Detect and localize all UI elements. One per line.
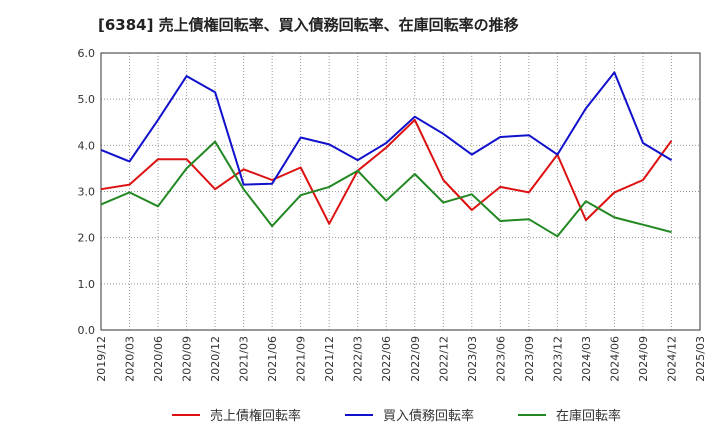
x-tick-label: 2023/12 [551,336,564,382]
x-tick-label: 2020/12 [209,336,222,382]
x-tick-label: 2021/06 [266,336,279,382]
x-tick-label: 2020/03 [124,336,137,382]
plot-frame [100,52,701,331]
y-tick-label: 6.0 [78,47,96,60]
x-tick-label: 2023/06 [494,336,507,382]
series-line-1 [100,118,673,225]
y-tick-label: 3.0 [78,186,96,199]
x-tick-label: 2022/03 [352,336,365,382]
x-tick-label: 2023/09 [523,336,536,382]
legend-label: 売上債権回転率 [210,408,301,424]
x-tick-label: 2020/09 [181,336,194,382]
series-line-2 [100,71,673,186]
x-tick-label: 2022/06 [380,336,393,382]
x-tick-label: 2019/12 [95,336,108,382]
x-tick-label: 2022/09 [409,336,422,382]
x-tick-label: 2021/12 [323,336,336,382]
y-tick-label: 2.0 [78,232,96,245]
x-tick-label: 2024/06 [608,336,621,382]
y-tick-label: 5.0 [78,93,96,106]
x-tick-label: 2022/12 [437,336,450,382]
chart-title: [6384] 売上債権回転率、買入債務回転率、在庫回転率の推移 [98,16,519,34]
x-tick-label: 2024/03 [580,336,593,382]
x-tick-label: 2021/03 [238,336,251,382]
x-tick-label: 2021/09 [295,336,308,382]
x-tick-label: 2024/09 [637,336,650,382]
x-tick-label: 2020/06 [152,336,165,382]
y-tick-label: 0.0 [78,324,96,337]
x-tick-label: 2024/12 [665,336,678,382]
legend-label: 買入債務回転率 [383,408,474,424]
x-tick-label: 2023/03 [466,336,479,382]
y-tick-label: 1.0 [78,278,96,291]
series-line-3 [100,140,672,238]
y-tick-label: 4.0 [78,139,96,152]
x-tick-label: 2025/03 [694,336,707,382]
legend-label: 在庫回転率 [556,408,621,424]
